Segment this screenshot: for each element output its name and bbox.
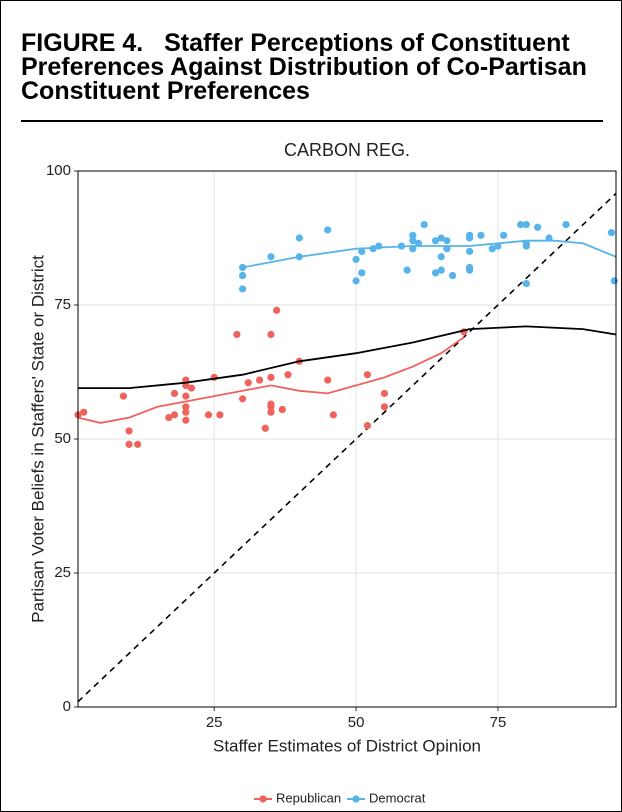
point — [329, 411, 337, 419]
point — [437, 266, 445, 274]
point — [443, 245, 451, 253]
point — [465, 266, 474, 274]
point — [522, 221, 530, 229]
point — [409, 231, 417, 239]
point — [267, 400, 275, 408]
point — [238, 263, 247, 272]
x-tick-label: 75 — [490, 714, 507, 731]
point — [403, 266, 411, 274]
point — [363, 371, 372, 379]
point — [534, 223, 542, 231]
point — [517, 221, 525, 229]
point — [610, 277, 618, 285]
point — [284, 371, 292, 379]
point — [238, 395, 247, 403]
point — [182, 416, 190, 424]
legend-dot — [352, 795, 360, 803]
point — [244, 379, 252, 387]
point — [500, 231, 508, 239]
point — [324, 376, 332, 384]
point — [477, 231, 485, 239]
point — [216, 411, 224, 419]
x-axis-title: Staffer Estimates of District Opinion — [213, 736, 481, 755]
plot-border — [77, 170, 617, 708]
y-tick-label: 0 — [63, 698, 71, 715]
point — [448, 271, 457, 280]
point — [358, 247, 366, 255]
point — [431, 269, 440, 277]
point — [267, 253, 275, 261]
y-tick-label: 25 — [54, 564, 71, 581]
point — [267, 373, 275, 381]
point — [465, 247, 474, 255]
y-tick-label: 50 — [54, 430, 71, 447]
point — [278, 405, 286, 414]
point — [363, 422, 372, 430]
point — [261, 424, 269, 432]
point — [267, 330, 275, 339]
point — [238, 271, 247, 280]
point — [380, 403, 389, 411]
point — [409, 237, 417, 245]
point — [187, 384, 196, 392]
identity-line — [77, 192, 617, 703]
point — [352, 255, 360, 264]
point — [267, 408, 275, 416]
point — [125, 427, 133, 435]
legend-label: Democrat — [369, 790, 426, 805]
point — [295, 234, 303, 242]
point — [125, 440, 133, 448]
fit-line — [78, 325, 617, 389]
point — [80, 408, 88, 416]
point — [165, 413, 173, 422]
point — [420, 221, 428, 229]
point — [437, 234, 445, 242]
point — [324, 226, 332, 234]
y-axis-title: Partisan Voter Beliefs in Staffers' Stat… — [28, 255, 47, 623]
point — [607, 229, 616, 237]
point — [182, 408, 190, 416]
point — [358, 269, 366, 277]
point — [273, 306, 281, 314]
point — [443, 237, 451, 245]
point — [133, 440, 142, 448]
caption-text: Staffer Perceptions of Constituent Prefe… — [21, 29, 587, 105]
y-tick-label: 100 — [46, 162, 71, 179]
point — [233, 330, 241, 339]
point — [465, 234, 474, 242]
point — [182, 403, 190, 411]
chart-title: CARBON REG. — [284, 140, 410, 160]
rule — [21, 120, 603, 122]
figure-label: FIGURE 4. — [21, 29, 144, 57]
point — [182, 392, 190, 400]
x-tick-label: 50 — [348, 714, 365, 731]
point — [545, 234, 553, 242]
point — [437, 253, 445, 261]
point — [204, 411, 213, 419]
point — [119, 392, 128, 400]
legend-label: Republican — [276, 790, 341, 805]
point — [238, 285, 247, 293]
point — [170, 389, 179, 398]
point — [562, 221, 570, 229]
point — [488, 245, 496, 253]
legend-dot — [259, 795, 267, 803]
point — [256, 376, 264, 384]
point — [522, 279, 530, 288]
caption: FIGURE 4. Staffer Perceptions of Constit… — [21, 29, 611, 105]
point — [380, 389, 389, 398]
point — [170, 411, 179, 419]
point — [352, 277, 360, 285]
x-tick-label: 25 — [206, 714, 223, 731]
point — [431, 237, 440, 245]
fit-line — [242, 239, 617, 269]
fit-line — [77, 336, 465, 424]
y-tick-label: 75 — [54, 296, 71, 313]
